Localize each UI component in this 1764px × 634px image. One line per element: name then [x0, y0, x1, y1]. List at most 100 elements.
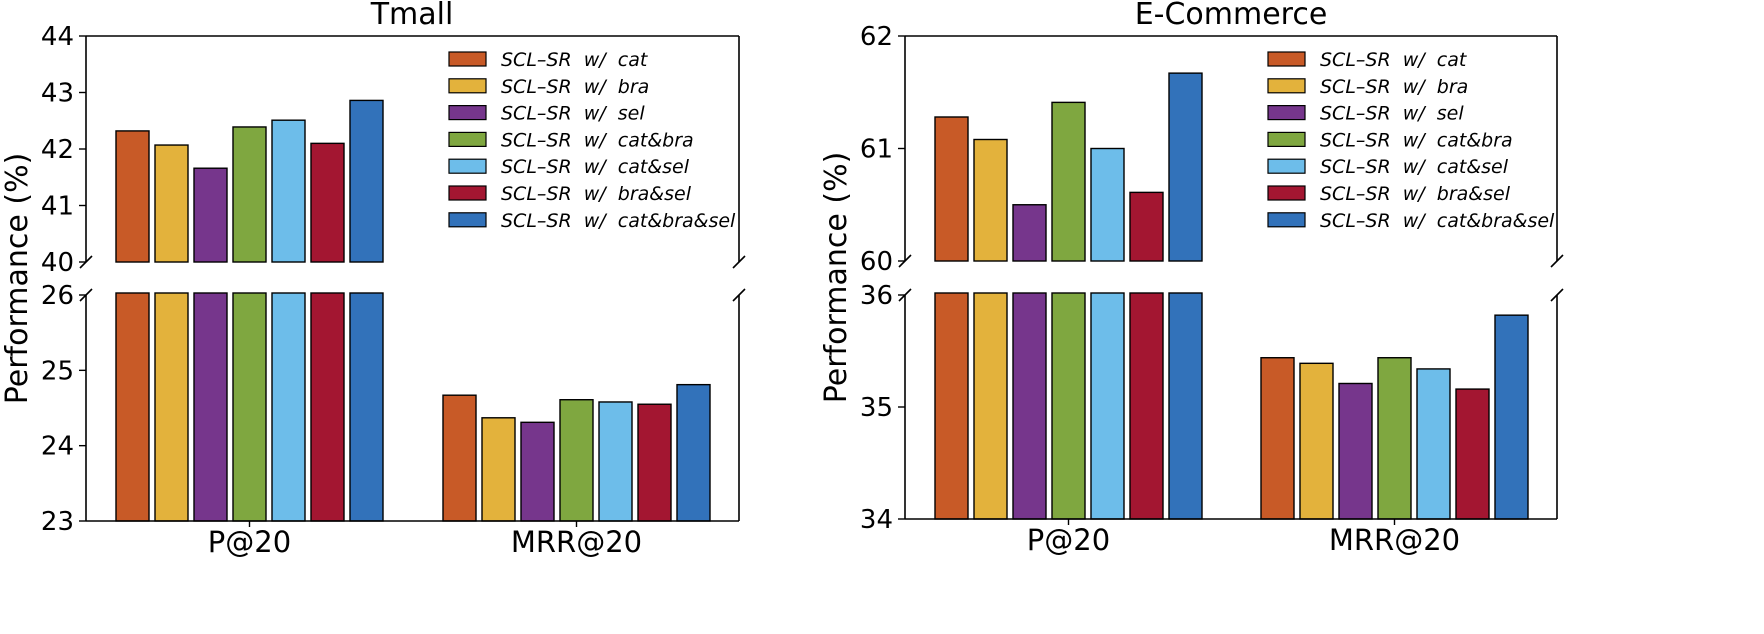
x-tick-label: P@20 [1027, 523, 1110, 557]
legend: SCL–SR w/ cat SCL–SR w/ bra SCL–SR w/ sel S… [448, 49, 736, 232]
legend-label: SCL–SR w/ cat&bra&sel [501, 210, 736, 232]
legend-label: SCL–SR w/ bra [501, 76, 649, 98]
bar [310, 292, 345, 522]
legend-label: SCL–SR w/ cat&bra [501, 129, 694, 151]
legend-label: SCL–SR w/ bra&sel [501, 183, 692, 205]
bar [1168, 72, 1203, 262]
legend-swatch [1267, 51, 1306, 67]
chart-title: E-Commerce [1135, 0, 1328, 32]
y-tick-label: 36 [860, 281, 893, 311]
y-tick-label: 35 [860, 393, 893, 423]
bar [442, 394, 477, 522]
legend-swatch [448, 51, 487, 67]
legend-label: SCL–SR w/ cat&sel [501, 156, 690, 178]
legend-swatch [1267, 185, 1306, 201]
y-tick-label: 40 [41, 248, 74, 278]
bar [193, 292, 228, 522]
bar [1416, 368, 1451, 520]
bar [232, 126, 267, 263]
axis-break-mark [1550, 254, 1564, 268]
axis-break-mark [1550, 288, 1564, 302]
bar [1051, 101, 1086, 262]
bar [349, 99, 384, 263]
legend-label: SCL–SR w/ cat [1320, 49, 1468, 71]
bar [193, 167, 228, 263]
legend-swatch [448, 212, 487, 228]
legend-swatch [448, 131, 487, 147]
legend-label: SCL–SR w/ sel [1320, 103, 1464, 125]
legend-swatch [448, 185, 487, 201]
chart-panel: 60 61 62 34 35 36 P@20 MRR@20 E-Commerce Performa… [819, 0, 1564, 557]
bar [1260, 357, 1295, 520]
bar [1012, 204, 1047, 262]
bar [271, 292, 306, 522]
y-axis-label: Performance (%) [819, 152, 854, 404]
bar [1168, 292, 1203, 520]
y-tick-label: 60 [860, 247, 893, 277]
bar [559, 399, 594, 522]
bar [934, 292, 969, 520]
bar [973, 292, 1008, 520]
x-tick-label: MRR@20 [511, 525, 642, 559]
bar [934, 116, 969, 262]
y-tick-label: 43 [41, 79, 74, 109]
y-tick-label: 24 [41, 432, 74, 462]
y-tick-label: 61 [860, 135, 893, 165]
legend-swatch [1267, 158, 1306, 174]
legend-label: SCL–SR w/ bra&sel [1320, 183, 1511, 205]
y-tick-label: 44 [41, 22, 74, 52]
bar [973, 138, 1008, 262]
legend-swatch [1267, 131, 1306, 147]
x-tick-label: MRR@20 [1329, 523, 1460, 557]
chart-panel: 40 41 42 43 44 23 24 25 26 P@20 MRR@20 Tmall Perform… [0, 0, 746, 559]
bar [1051, 292, 1086, 520]
bar [310, 142, 345, 263]
x-tick-label: P@20 [208, 525, 291, 559]
bar [1299, 362, 1334, 520]
legend-label: SCL–SR w/ cat&sel [1320, 156, 1509, 178]
legend: SCL–SR w/ cat SCL–SR w/ bra SCL–SR w/ sel S… [1267, 49, 1555, 232]
bar [1377, 357, 1412, 520]
bar [1129, 191, 1164, 262]
y-tick-label: 23 [41, 507, 74, 537]
y-tick-label: 42 [41, 135, 74, 165]
bar [1338, 382, 1373, 520]
bar [154, 144, 189, 263]
legend-swatch [1267, 212, 1306, 228]
bar [1494, 314, 1529, 520]
bar [115, 292, 150, 522]
legend-label: SCL–SR w/ cat [501, 49, 649, 71]
y-tick-label: 34 [860, 505, 893, 535]
y-tick-label: 26 [41, 281, 74, 311]
bar [598, 401, 633, 522]
bar [637, 403, 672, 522]
bar [1455, 388, 1490, 520]
bar [232, 292, 267, 522]
bar [1012, 292, 1047, 520]
bar [271, 119, 306, 263]
bar [1129, 292, 1164, 520]
y-tick-label: 41 [41, 192, 74, 222]
bar [1090, 147, 1125, 262]
y-tick-label: 62 [860, 22, 893, 52]
chart-title: Tmall [370, 0, 454, 32]
bar [349, 292, 384, 522]
y-axis-label: Performance (%) [0, 153, 35, 405]
bar [115, 130, 150, 263]
legend-swatch [448, 104, 487, 121]
legend-label: SCL–SR w/ cat&bra [1320, 129, 1513, 151]
legend-swatch [1267, 78, 1306, 94]
legend-label: SCL–SR w/ bra [1320, 76, 1468, 98]
bar [1090, 292, 1125, 520]
legend-swatch [1267, 104, 1306, 121]
y-tick-label: 25 [41, 356, 74, 386]
bar [481, 417, 516, 522]
bar [520, 421, 555, 522]
legend-swatch [448, 158, 487, 174]
axis-break-mark [732, 288, 746, 302]
axis-break-mark [732, 255, 746, 269]
bar [676, 383, 711, 522]
legend-label: SCL–SR w/ cat&bra&sel [1320, 210, 1555, 232]
